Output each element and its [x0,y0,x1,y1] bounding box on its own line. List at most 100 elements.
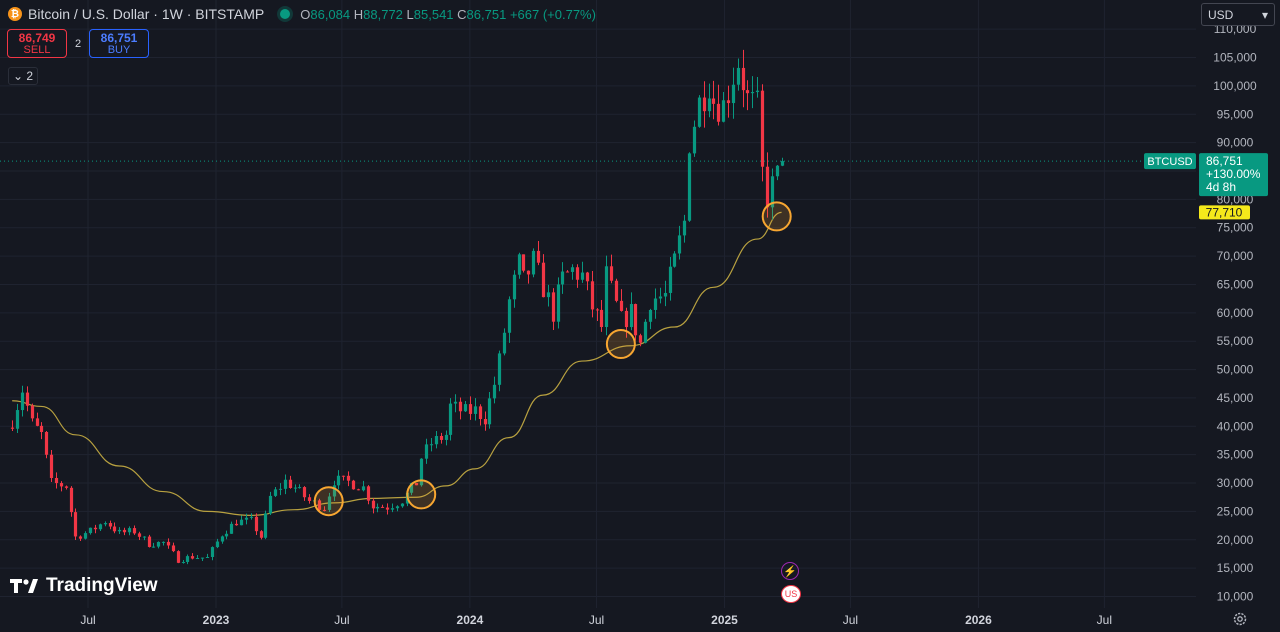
candle-body [585,272,590,282]
candle-body [614,280,619,301]
candle-body [112,526,117,532]
candle-body [716,103,721,122]
candle-body [83,533,88,539]
ohlc-values: O86,084 H88,772 L85,541 C86,751 +667 (+0… [300,7,596,22]
candle-body [10,427,15,429]
currency-value: USD [1208,7,1234,22]
y-tick-label: 105,000 [1213,51,1257,65]
candle-body [536,250,541,263]
high-value: 88,772 [363,6,403,22]
candle-body [254,516,259,532]
candle-body [88,527,93,534]
candle-body [741,67,746,91]
candle-body [385,507,390,510]
highlight-circle [313,486,344,517]
candle-body [156,541,161,547]
candle-body [663,292,668,297]
x-tick-label: Jul [843,613,858,627]
symbol-title[interactable]: Bitcoin / U.S. Dollar · 1W · BITSTAMP [28,6,265,22]
candle-body [521,254,526,271]
y-tick-label: 75,000 [1217,221,1254,235]
tradingview-wordmark: TradingView [46,575,158,596]
highlight-circle [605,329,636,360]
candle-body [117,529,122,532]
y-tick-label: 40,000 [1217,419,1254,433]
us-flag-event-icon[interactable]: US [781,585,801,603]
candle-body [711,98,716,104]
candle-body [570,267,575,272]
candle-body [336,475,341,486]
buy-price: 86,751 [100,30,138,45]
candle-body [444,434,449,440]
x-tick-label: 2023 [203,613,230,627]
y-tick-label: 50,000 [1217,363,1254,377]
candle-body [409,483,414,493]
candle-body [205,557,210,559]
chart-grid [0,0,1196,608]
symbol-header[interactable]: ₿ Bitcoin / U.S. Dollar · 1W · BITSTAMP … [8,4,596,24]
candle-body [590,281,595,310]
candle-body [25,392,30,406]
candle-body [327,496,332,510]
candle-body [687,153,692,221]
candle-body [268,495,273,514]
candle-body [108,523,113,527]
candle-body [73,512,78,537]
candle-body [395,506,400,509]
candle-body [414,483,419,486]
candle-body [448,403,453,435]
candle-body [283,479,288,489]
candle-body [293,487,298,489]
candle-body [220,536,225,542]
ma-value-tag-bg [1199,205,1250,220]
candle-body [648,309,653,322]
y-tick-label: 15,000 [1217,561,1254,575]
tradingview-logo[interactable]: TradingView [10,575,158,597]
buy-label: BUY [107,43,131,56]
candle-body [419,458,424,486]
candle-body [127,528,132,533]
candle-body [54,477,59,484]
candle-body [770,176,775,208]
moving-average-layer [12,211,782,516]
y-tick-label: 90,000 [1217,136,1254,150]
candle-body [30,405,35,419]
candle-body [512,274,517,300]
candle-body [624,310,629,328]
candle-body [726,100,731,104]
candle-body [166,541,171,546]
currency-select[interactable]: USD ▾ [1201,3,1275,26]
market-open-indicator [280,9,291,19]
candle-body [575,267,580,280]
indicators-toggle-button[interactable]: ⌄ 2 [8,67,38,85]
candle-body [224,533,229,537]
candle-body [200,557,205,559]
candle-body [677,235,682,254]
candle-body [478,406,483,420]
candle-body [458,401,463,412]
close-key: C [457,6,467,22]
sell-button[interactable]: 86,749 SELL [7,29,67,58]
symbol-tag: BTCUSD [1147,156,1192,168]
ma-value-tag: 77,710 [1206,205,1243,219]
y-tick-label: 100,000 [1213,79,1257,93]
candle-body [658,296,663,299]
y-tick-label: 10,000 [1217,590,1254,604]
candle-body [400,503,405,507]
candle-body [731,84,736,104]
candle-body [176,551,181,563]
close-value: 86,751 [466,6,507,22]
candle-body [132,528,137,534]
candle-body [356,489,361,491]
candle-body [351,480,356,490]
candle-body [638,335,643,343]
candle-body [507,299,512,333]
lightning-event-icon[interactable]: ⚡ [781,562,799,580]
gear-icon[interactable] [1232,611,1248,627]
price-labels-layer: BTCUSD 86,751+130.00%4d 8h 77,710 [0,153,1268,220]
buy-button[interactable]: 86,751 BUY [89,29,149,58]
candle-body [668,266,673,293]
candle-body [39,425,44,432]
candle-body [181,561,186,563]
